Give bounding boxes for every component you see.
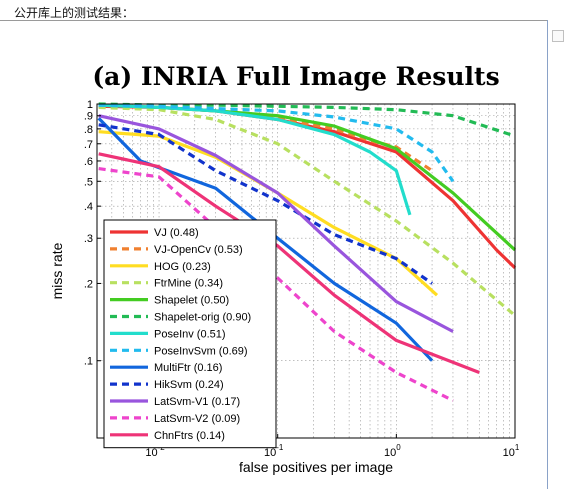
legend-label: Shapelet-orig (0.90)	[154, 312, 251, 324]
legend-label: PoseInvSvm (0.69)	[154, 345, 248, 357]
grid-lines	[96, 103, 516, 438]
x-tick-label: 10-1	[264, 443, 284, 459]
series-lines	[97, 102, 517, 402]
series-line-4	[98, 105, 517, 317]
legend-label: VJ (0.48)	[154, 227, 199, 239]
series-line-2	[98, 103, 433, 173]
page-edge-line	[547, 20, 548, 489]
legend-label: PoseInv (0.51)	[154, 328, 226, 340]
y-tick-label: .7	[84, 139, 93, 151]
y-axis-ticks: .1 .2 .3 .4 .5 .6 .7 .8.91	[84, 99, 101, 368]
divider-line	[0, 20, 547, 21]
series-line-10	[98, 123, 434, 285]
series-line-9	[97, 117, 434, 362]
y-tick-label: .6	[84, 156, 93, 168]
y-tick-label: .9	[84, 111, 93, 123]
legend-label: Shapelet (0.50)	[154, 295, 229, 307]
series-line-13	[98, 152, 480, 374]
legend: VJ (0.48) VJ-OpenCv (0.53) HOG (0.23) FtrMi…	[103, 219, 277, 449]
page-marker-box	[552, 30, 564, 42]
series-line-8	[98, 103, 455, 183]
y-tick-label: .4	[84, 201, 93, 213]
x-tick-label: 101	[503, 443, 520, 459]
series-line-7	[98, 103, 412, 216]
y-tick-label: .2	[84, 278, 93, 290]
y-tick-label: .8	[84, 124, 93, 136]
caption-text: 公开库上的测试结果：	[14, 6, 135, 20]
legend-label: HOG (0.23)	[154, 261, 211, 273]
legend-label: LatSvm-V1 (0.17)	[154, 396, 240, 408]
legend-label: LatSvm-V2 (0.09)	[154, 413, 240, 425]
legend-label: ChnFtrs (0.14)	[154, 430, 225, 442]
y-tick-label: 1	[87, 99, 93, 111]
y-tick-label: .3	[84, 233, 93, 245]
legend-label: FtrMine (0.34)	[154, 278, 223, 290]
y-tick-label: .1	[84, 356, 93, 368]
chart-title: (a) INRIA Full Image Results	[92, 62, 499, 91]
x-tick-label: 100	[384, 443, 401, 459]
y-tick-label: .5	[84, 176, 93, 188]
y-axis-label: miss rate	[49, 242, 65, 299]
series-line-11	[98, 114, 454, 333]
legend-label: VJ-OpenCv (0.53)	[154, 244, 243, 256]
plot-frame	[96, 103, 516, 439]
legend-label: MultiFtr (0.16)	[154, 362, 222, 374]
x-axis-label: false positives per image	[239, 459, 393, 475]
legend-label: HikSvm (0.24)	[154, 379, 224, 391]
series-line-12	[98, 167, 454, 402]
series-line-6	[98, 102, 516, 138]
